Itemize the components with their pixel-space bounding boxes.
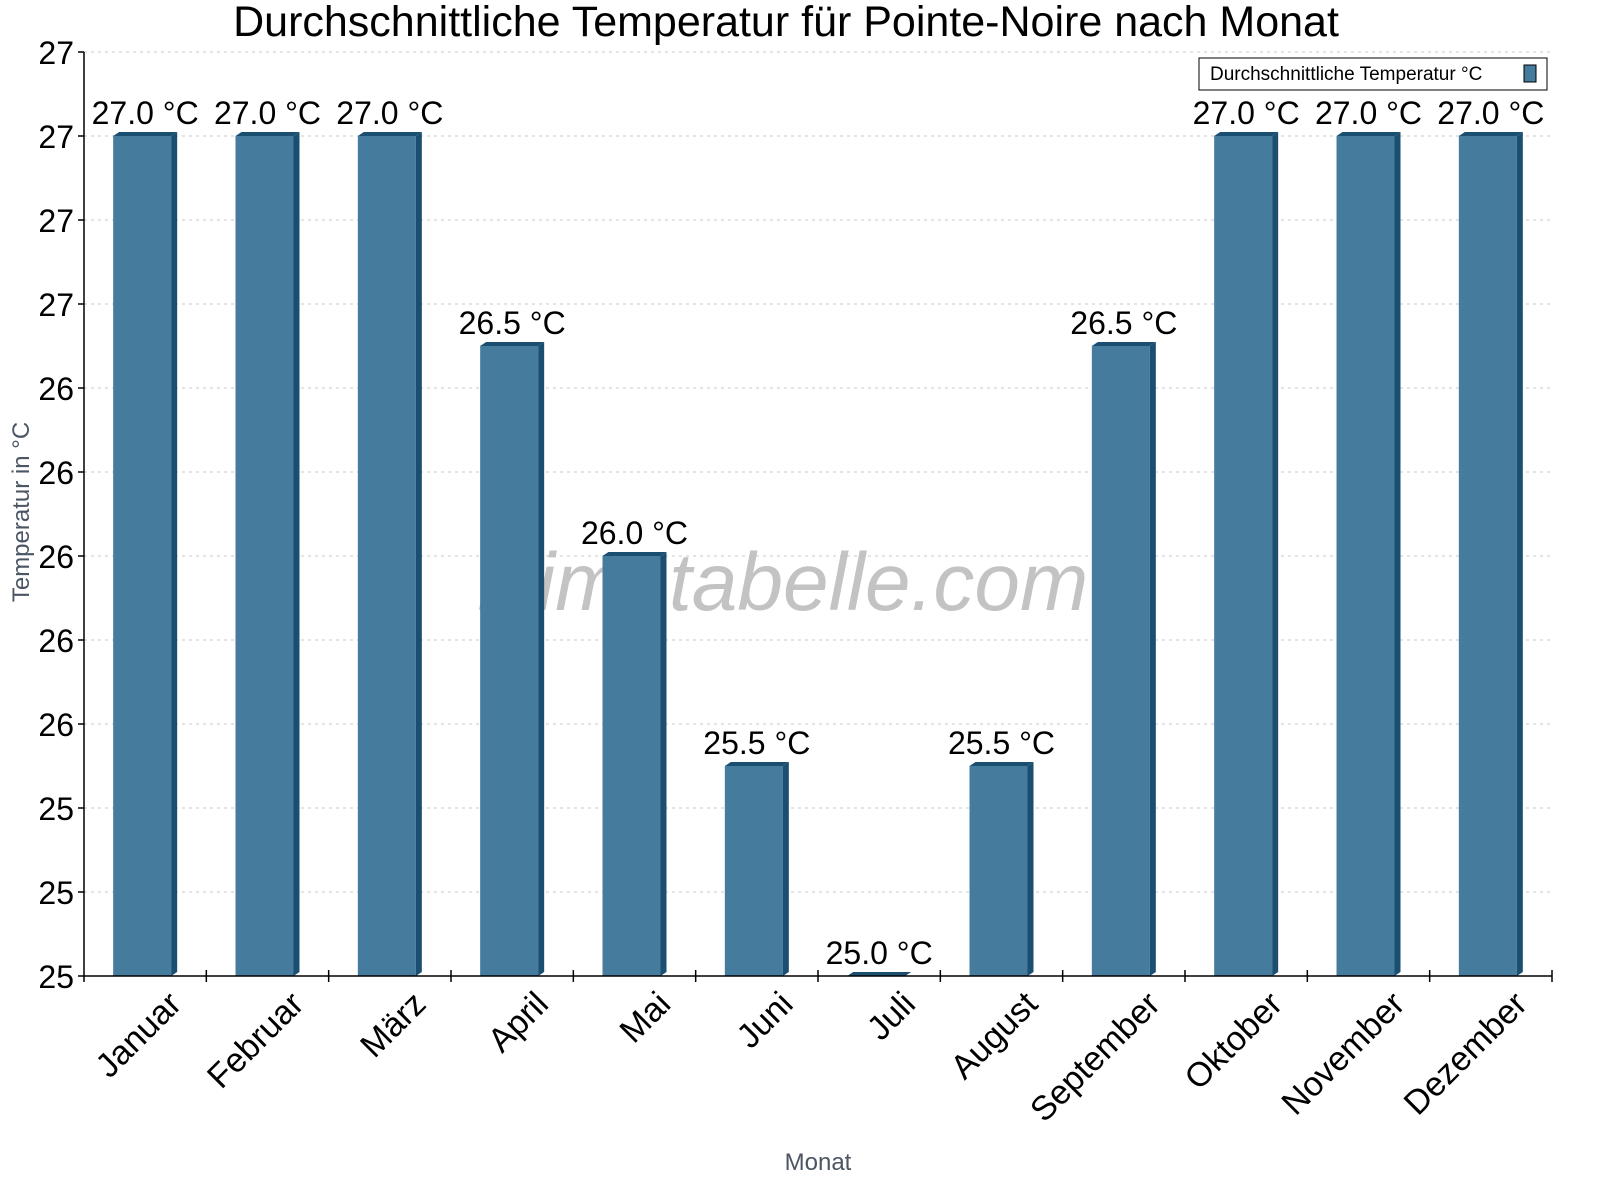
bar-top: [480, 342, 545, 346]
bar-top: [235, 132, 300, 136]
bar-top: [1336, 132, 1401, 136]
x-tick-label: Februar: [200, 985, 311, 1096]
legend-swatch: [1523, 64, 1537, 83]
value-label: 25.0 °C: [826, 935, 933, 971]
x-tick-label: Januar: [88, 985, 188, 1085]
y-tick-label: 26: [38, 539, 74, 575]
value-label: 26.0 °C: [581, 515, 688, 551]
chart-title: Durchschnittliche Temperatur für Pointe-…: [233, 0, 1339, 46]
bar-front: [1214, 136, 1273, 976]
bar-front: [113, 136, 172, 976]
bar-side: [293, 132, 300, 976]
x-tick-label: Dezember: [1397, 985, 1535, 1123]
bar-top: [1458, 132, 1523, 136]
x-tick-label: Juni: [730, 985, 801, 1056]
bar-top: [602, 552, 667, 556]
bar-front: [1091, 346, 1150, 976]
bar-front: [1336, 136, 1395, 976]
bars: [113, 132, 1523, 976]
bar-side: [1027, 762, 1034, 976]
bar-front: [969, 766, 1028, 976]
bar-juni: [724, 762, 789, 976]
x-tick-label: Juli: [860, 985, 923, 1048]
bar-april: [480, 342, 545, 976]
x-tick-label: Oktober: [1177, 985, 1289, 1097]
y-tick-label: 27: [38, 119, 74, 155]
x-tick-label: März: [353, 985, 433, 1065]
value-label: 27.0 °C: [336, 95, 443, 131]
bar-front: [235, 136, 294, 976]
y-axis-ticks: 25 25 25 26 26 26 26 26 27 27 27 27: [38, 35, 84, 995]
bar-side: [538, 342, 545, 976]
bar-märz: [357, 132, 422, 976]
y-tick-label: 26: [38, 623, 74, 659]
bar-side: [1272, 132, 1279, 976]
bar-side: [415, 132, 422, 976]
y-tick-label: 27: [38, 203, 74, 239]
x-axis-ticks: Januar Februar März April Mai Juni Juli AugustS…: [83, 970, 1553, 1129]
bar-top: [357, 132, 422, 136]
bar-juli: [847, 972, 912, 976]
bar-dezember: [1458, 132, 1523, 976]
bar-top: [1214, 132, 1279, 136]
bar-front: [480, 346, 539, 976]
legend-box: [1198, 57, 1548, 91]
bar-top: [969, 762, 1034, 766]
value-labels: 27.0 °C 27.0 °C 27.0 °C 26.5 °C 26.0 °C 25.5 …: [92, 95, 1545, 971]
bar-januar: [113, 132, 178, 976]
bar-oktober: [1214, 132, 1279, 976]
y-tick-label: 26: [38, 455, 74, 491]
bar-top: [724, 762, 789, 766]
value-label: 27.0 °C: [1315, 95, 1422, 131]
bar-september: [1091, 342, 1156, 976]
axes: [83, 52, 1552, 977]
bar-side: [1516, 132, 1523, 976]
value-label: 27.0 °C: [1437, 95, 1544, 131]
y-tick-label: 27: [38, 287, 74, 323]
y-tick-label: 27: [38, 35, 74, 71]
value-label: 26.5 °C: [459, 305, 566, 341]
y-tick-label: 26: [38, 371, 74, 407]
bar-top: [1091, 342, 1156, 346]
value-label: 25.5 °C: [948, 725, 1055, 761]
bar-front: [357, 136, 416, 976]
bar-top: [847, 972, 912, 976]
legend-label: Durchschnittliche Temperatur °C: [1210, 64, 1482, 85]
bar-side: [1149, 342, 1156, 976]
x-tick-label: Mai: [613, 985, 679, 1051]
bar-side: [660, 552, 667, 976]
gridlines: [84, 51, 1552, 893]
x-tick-label: September: [1023, 985, 1167, 1129]
x-tick-label: August: [943, 984, 1045, 1086]
bar-mai: [602, 552, 667, 976]
value-label: 27.0 °C: [214, 95, 321, 131]
y-tick-label: 26: [38, 707, 74, 743]
bar-februar: [235, 132, 300, 976]
value-label: 27.0 °C: [1193, 95, 1300, 131]
value-label: 26.5 °C: [1070, 305, 1177, 341]
x-axis-title: Monat: [785, 1149, 852, 1176]
x-tick-label: April: [481, 985, 556, 1060]
bar-side: [1394, 132, 1401, 976]
bar-november: [1336, 132, 1401, 976]
watermark-text: klimatabelle.com: [478, 537, 1089, 628]
bar-top: [113, 132, 178, 136]
bar-front: [602, 556, 661, 976]
bar-side: [171, 132, 178, 976]
y-tick-label: 25: [38, 875, 74, 911]
bar-august: [969, 762, 1034, 976]
value-label: 27.0 °C: [92, 95, 199, 131]
legend: Durchschnittliche Temperatur °C: [1198, 57, 1548, 91]
y-tick-label: 25: [38, 791, 74, 827]
y-tick-label: 25: [38, 959, 74, 995]
value-label: 25.5 °C: [703, 725, 810, 761]
watermark: klimatabelle.com: [478, 537, 1089, 628]
x-tick-label: November: [1274, 985, 1412, 1123]
bar-front: [724, 766, 783, 976]
bar-front: [1458, 136, 1517, 976]
bar-side: [782, 762, 789, 976]
y-axis-title: Temperatur in °C: [8, 422, 35, 602]
